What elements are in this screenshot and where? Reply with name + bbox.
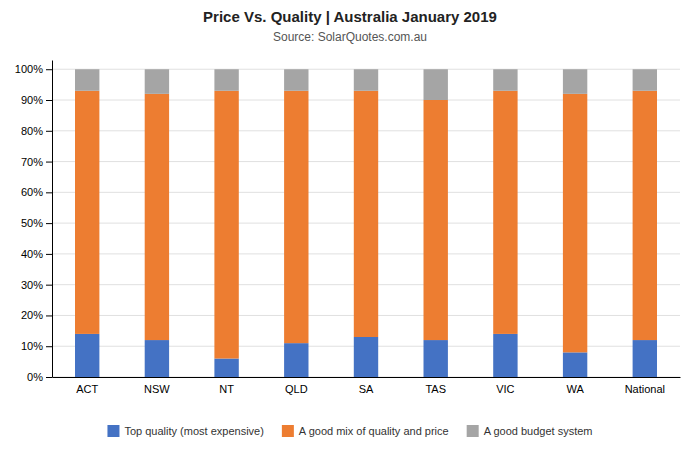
bar	[354, 69, 378, 91]
y-axis-line	[52, 61, 53, 378]
legend-label: A good budget system	[484, 425, 593, 437]
x-tick-label: VIC	[496, 383, 514, 395]
y-tick-label: 40%	[21, 248, 43, 260]
x-tick-label: TAS	[425, 383, 446, 395]
bar	[563, 352, 587, 377]
bar-series	[75, 69, 657, 100]
bars	[75, 69, 657, 377]
y-tick: 100%	[15, 63, 52, 75]
x-tick-label: QLD	[285, 383, 308, 395]
bar	[214, 359, 238, 377]
y-tick-label: 80%	[21, 125, 43, 137]
bar	[75, 91, 99, 334]
legend: Top quality (most expensive) A good mix o…	[107, 425, 592, 437]
legend-item: A good mix of quality and price	[282, 425, 449, 437]
bar	[354, 337, 378, 377]
bar	[214, 69, 238, 91]
y-tick-label: 60%	[21, 186, 43, 198]
bar	[633, 69, 657, 91]
y-tick-label: 70%	[21, 156, 43, 168]
bar	[284, 343, 308, 377]
bar	[424, 100, 448, 340]
bar	[563, 69, 587, 94]
y-tick: 10%	[21, 340, 52, 352]
x-axis: ACT NSW NT QLD SA TAS VIC WA National	[53, 377, 681, 395]
y-tick-mark	[46, 254, 52, 255]
legend-item: A good budget system	[467, 425, 593, 437]
y-tick-mark	[46, 69, 52, 70]
x-tick-label: NT	[219, 383, 234, 395]
x-tick-label: NSW	[144, 383, 170, 395]
x-tick-label: SA	[359, 383, 374, 395]
bar	[75, 69, 99, 91]
bar	[354, 91, 378, 337]
bar	[75, 334, 99, 377]
y-tick-label: 10%	[21, 340, 43, 352]
x-tick: NSW	[144, 377, 170, 395]
legend-swatch	[107, 425, 119, 437]
y-tick: 60%	[21, 186, 52, 198]
chart: 0% 10% 20% 30% 40% 50% 60% 70% 80% 90% 100% ACT NSW N…	[0, 0, 700, 451]
y-tick-label: 30%	[21, 279, 43, 291]
y-tick: 20%	[21, 309, 52, 321]
bar	[633, 91, 657, 340]
y-tick-mark	[46, 346, 52, 347]
x-tick: ACT	[76, 377, 98, 395]
bar	[424, 69, 448, 100]
y-tick-mark	[46, 192, 52, 193]
y-tick-mark	[46, 223, 52, 224]
legend-label: A good mix of quality and price	[299, 425, 449, 437]
bar	[284, 69, 308, 91]
subtitle: Source: SolarQuotes.com.au	[273, 30, 427, 44]
y-tick: 30%	[21, 279, 52, 291]
x-tick: VIC	[496, 377, 514, 395]
bar	[214, 91, 238, 359]
y-tick: 90%	[21, 94, 52, 106]
bar	[145, 94, 169, 340]
bar	[424, 340, 448, 377]
y-tick-label: 90%	[21, 94, 43, 106]
title: Price Vs. Quality | Australia January 20…	[203, 8, 497, 25]
y-tick: 50%	[21, 217, 52, 229]
x-tick-label: WA	[566, 383, 584, 395]
y-tick: 80%	[21, 125, 52, 137]
y-axis: 0% 10% 20% 30% 40% 50% 60% 70% 80% 90% 100%	[15, 61, 53, 384]
bar	[633, 340, 657, 377]
y-tick: 0%	[27, 371, 52, 383]
x-tick-label: National	[625, 383, 665, 395]
x-tick: WA	[566, 377, 584, 395]
bar	[493, 91, 517, 334]
bar	[493, 69, 517, 91]
x-tick: SA	[359, 377, 374, 395]
x-tick: National	[625, 377, 665, 395]
y-tick-mark	[46, 377, 52, 378]
legend-label: Top quality (most expensive)	[124, 425, 263, 437]
y-tick-mark	[46, 100, 52, 101]
y-tick-label: 20%	[21, 309, 43, 321]
y-tick-mark	[46, 162, 52, 163]
x-tick: QLD	[285, 377, 308, 395]
legend-swatch	[282, 425, 294, 437]
x-axis-line	[53, 377, 681, 378]
grid	[52, 69, 680, 377]
x-tick: NT	[219, 377, 234, 395]
x-tick: TAS	[425, 377, 446, 395]
y-tick-label: 50%	[21, 217, 43, 229]
bar	[145, 69, 169, 94]
bar	[563, 94, 587, 353]
bar	[493, 334, 517, 377]
y-tick-mark	[46, 131, 52, 132]
y-tick-label: 100%	[15, 63, 43, 75]
x-tick-label: ACT	[76, 383, 98, 395]
y-tick-label: 0%	[27, 371, 43, 383]
bar-series	[75, 91, 657, 359]
y-tick-mark	[46, 315, 52, 316]
legend-item: Top quality (most expensive)	[107, 425, 263, 437]
y-tick: 40%	[21, 248, 52, 260]
legend-swatch	[467, 425, 479, 437]
y-tick-mark	[46, 285, 52, 286]
y-tick: 70%	[21, 156, 52, 168]
bar	[145, 340, 169, 377]
bar	[284, 91, 308, 343]
